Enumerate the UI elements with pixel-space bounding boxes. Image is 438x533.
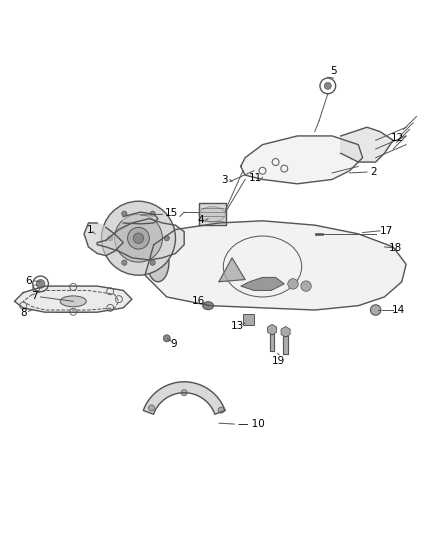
Circle shape [148,405,155,411]
Ellipse shape [199,207,226,222]
Text: 2: 2 [370,167,377,177]
Polygon shape [341,127,393,162]
Ellipse shape [203,302,214,310]
Ellipse shape [60,296,86,307]
Circle shape [150,260,155,265]
Circle shape [115,214,162,262]
Polygon shape [84,223,123,256]
Polygon shape [199,204,226,225]
Circle shape [163,335,170,342]
Circle shape [150,211,155,216]
Circle shape [181,390,187,396]
Text: 15: 15 [165,208,178,219]
Polygon shape [143,382,225,414]
Ellipse shape [147,243,169,282]
Circle shape [133,233,144,244]
Text: 19: 19 [272,356,285,366]
Polygon shape [123,212,158,224]
Polygon shape [241,136,363,184]
Text: — 10: — 10 [238,419,265,429]
FancyBboxPatch shape [243,314,254,325]
Circle shape [36,279,45,288]
Text: 18: 18 [389,243,403,253]
Text: 1: 1 [87,224,94,235]
Circle shape [122,260,127,265]
Polygon shape [219,258,245,282]
Circle shape [164,236,170,241]
Text: 11: 11 [248,173,262,183]
Text: 5: 5 [330,66,336,76]
Circle shape [218,407,224,413]
Circle shape [288,279,298,289]
Text: 17: 17 [380,226,393,236]
Polygon shape [97,219,184,260]
Polygon shape [241,277,284,290]
Text: 13: 13 [231,321,244,331]
Text: 8: 8 [20,308,26,318]
Circle shape [371,305,381,315]
Text: 12: 12 [391,133,404,143]
Polygon shape [281,327,290,337]
Circle shape [122,211,127,216]
Polygon shape [315,232,323,235]
Text: 3: 3 [221,175,228,185]
Polygon shape [145,221,406,310]
Text: 6: 6 [25,276,32,286]
Text: 14: 14 [392,305,405,315]
Polygon shape [14,286,132,312]
Circle shape [102,201,176,275]
Polygon shape [283,336,288,353]
Text: 4: 4 [198,215,205,225]
Circle shape [301,281,311,292]
Text: 16: 16 [192,296,205,306]
Polygon shape [268,325,277,335]
Text: 9: 9 [171,338,177,349]
Polygon shape [270,334,274,351]
Circle shape [108,236,113,241]
Text: 7: 7 [31,290,37,301]
Circle shape [127,228,149,249]
Circle shape [324,83,331,90]
